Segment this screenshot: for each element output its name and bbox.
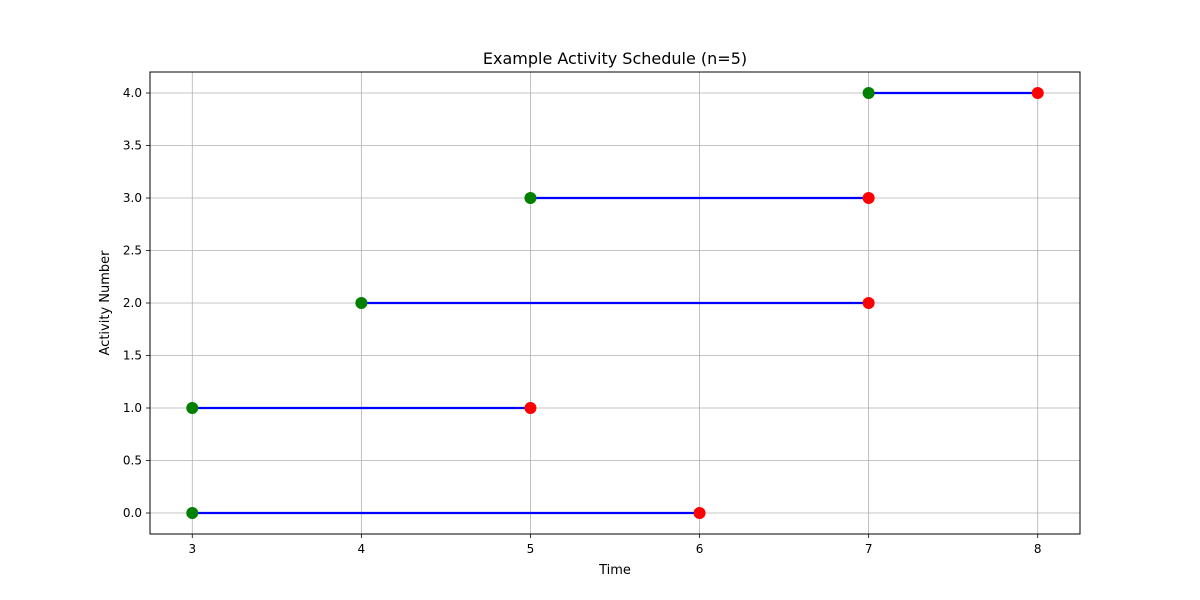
activity-3 bbox=[524, 192, 875, 204]
start-marker bbox=[186, 507, 199, 519]
start-marker bbox=[186, 402, 199, 414]
activity-0 bbox=[186, 507, 706, 519]
y-tick-label: 2.5 bbox=[123, 244, 142, 258]
x-tick-label: 7 bbox=[865, 542, 873, 556]
x-tick-label: 8 bbox=[1034, 542, 1042, 556]
activity-2 bbox=[355, 297, 875, 309]
y-tick-label: 3.0 bbox=[123, 191, 142, 205]
x-tick-label: 3 bbox=[188, 542, 196, 556]
chart-title: Example Activity Schedule (n=5) bbox=[483, 49, 747, 68]
y-tick-label: 1.5 bbox=[123, 349, 142, 363]
finish-marker bbox=[693, 507, 706, 519]
y-axis-label: Activity Number bbox=[98, 250, 113, 356]
finish-marker bbox=[862, 297, 875, 309]
activity-1 bbox=[186, 402, 537, 414]
activity-segments bbox=[186, 87, 1044, 519]
y-tick-label: 2.0 bbox=[123, 296, 142, 310]
start-marker bbox=[524, 192, 537, 204]
y-tick-label: 3.5 bbox=[123, 139, 142, 153]
start-marker bbox=[355, 297, 368, 309]
x-tick-label: 4 bbox=[358, 542, 366, 556]
axis-ticks: 3 4 5 6 7 8 0.0 0.5 1.0 1.5 2.0 2.5 3.0 3.5 4.0 bbox=[123, 86, 1042, 556]
finish-marker bbox=[1031, 87, 1044, 99]
finish-marker bbox=[524, 402, 537, 414]
x-tick-label: 5 bbox=[527, 542, 535, 556]
x-tick-label: 6 bbox=[696, 542, 704, 556]
y-tick-label: 1.0 bbox=[123, 401, 142, 415]
y-tick-label: 0.0 bbox=[123, 506, 142, 520]
activity-4 bbox=[862, 87, 1044, 99]
finish-marker bbox=[862, 192, 875, 204]
x-axis-label: Time bbox=[598, 563, 631, 578]
y-tick-label: 4.0 bbox=[123, 86, 142, 100]
start-marker bbox=[862, 87, 875, 99]
y-tick-label: 0.5 bbox=[123, 454, 142, 468]
